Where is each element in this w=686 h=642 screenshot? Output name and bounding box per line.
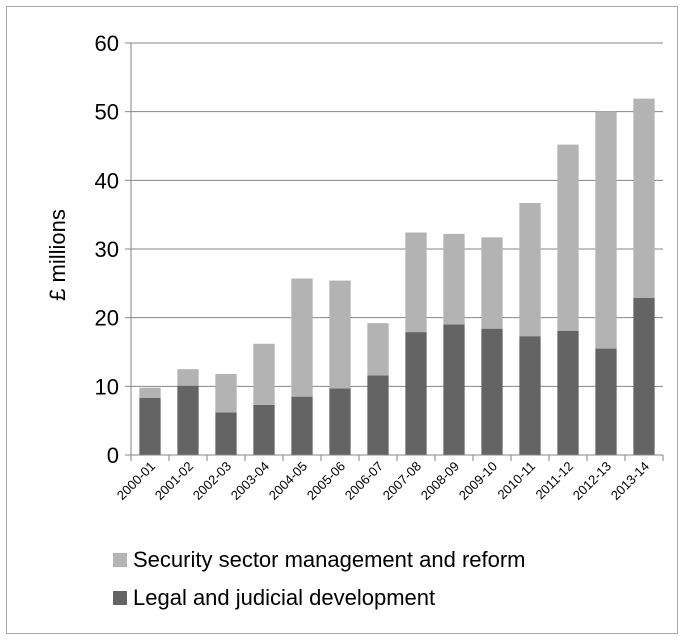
- bar-legal-2009-10: [481, 328, 503, 455]
- bar-security-2001-02: [177, 369, 199, 386]
- bar-legal-2011-12: [557, 330, 579, 455]
- bar-legal-2007-08: [405, 332, 427, 455]
- bar-security-2003-04: [253, 343, 275, 405]
- x-tick-label: 2006-07: [342, 459, 386, 503]
- legend-label-security: Security sector management and reform: [133, 547, 526, 572]
- legend-item-security: Security sector management and reform: [113, 547, 526, 573]
- bar-legal-2013-14: [633, 297, 655, 455]
- bar-legal-2001-02: [177, 385, 199, 455]
- bars: [139, 98, 655, 455]
- x-tick-label: 2010-11: [494, 459, 538, 503]
- bar-legal-2000-01: [139, 398, 161, 455]
- x-tick-label: 2004-05: [266, 459, 310, 503]
- bar-legal-2005-06: [329, 388, 351, 455]
- x-tick-label: 2013-14: [608, 459, 652, 503]
- y-tick-label: 10: [95, 374, 119, 399]
- bar-security-2006-07: [367, 323, 389, 376]
- y-tick-label: 30: [95, 237, 119, 262]
- gridlines: [131, 42, 663, 387]
- bar-security-2012-13: [595, 111, 617, 349]
- y-tick-label: 40: [95, 168, 119, 193]
- bar-security-2011-12: [557, 144, 579, 331]
- x-tick-label: 2007-08: [380, 459, 424, 503]
- bar-legal-2002-03: [215, 412, 237, 455]
- bar-legal-2012-13: [595, 348, 617, 455]
- bar-legal-2004-05: [291, 396, 313, 455]
- x-tick-label: 2011-12: [532, 459, 576, 503]
- y-tick-labels: 0 10 20 30 40 50 60: [95, 31, 119, 468]
- x-tick-labels: 2000-012001-022002-032003-042004-052005-…: [114, 459, 652, 503]
- x-tick-label: 2003-04: [228, 459, 272, 503]
- bar-legal-2006-07: [367, 375, 389, 455]
- x-tick-label: 2012-13: [570, 459, 614, 503]
- x-tick-label: 2000-01: [114, 459, 158, 503]
- y-tick-label: 60: [95, 31, 119, 56]
- bar-security-2002-03: [215, 373, 237, 413]
- legend-label-legal: Legal and judicial development: [133, 585, 436, 610]
- bar-security-2009-10: [481, 237, 503, 329]
- x-tick-label: 2002-03: [190, 459, 234, 503]
- bar-security-2013-14: [633, 98, 655, 298]
- y-axis-label: £ millions: [45, 209, 70, 301]
- bar-security-2000-01: [139, 387, 161, 399]
- stacked-bar-chart: 0 10 20 30 40 50 60 2000-012001-022002-032003-…: [45, 31, 664, 503]
- bar-security-2010-11: [519, 202, 541, 337]
- axes: [125, 42, 664, 461]
- y-tick-label: 50: [95, 100, 119, 125]
- legend-swatch-legal: [113, 591, 127, 605]
- legend-item-legal: Legal and judicial development: [113, 585, 435, 611]
- y-tick-label: 20: [95, 306, 119, 331]
- bar-legal-2010-11: [519, 336, 541, 455]
- x-tick-label: 2008-09: [418, 459, 462, 503]
- x-tick-label: 2001-02: [152, 459, 196, 503]
- x-tick-label: 2005-06: [304, 459, 348, 503]
- bar-security-2005-06: [329, 280, 351, 389]
- bar-security-2007-08: [405, 232, 427, 333]
- y-tick-label: 0: [107, 443, 119, 468]
- legend-swatch-security: [113, 553, 127, 567]
- x-tick-label: 2009-10: [456, 459, 500, 503]
- bar-security-2004-05: [291, 278, 313, 397]
- bar-security-2008-09: [443, 233, 465, 325]
- bar-legal-2008-09: [443, 324, 465, 455]
- bar-legal-2003-04: [253, 404, 275, 455]
- chart-frame: 0 10 20 30 40 50 60 2000-01 2001-02 2002-03 2003-…: [6, 6, 678, 634]
